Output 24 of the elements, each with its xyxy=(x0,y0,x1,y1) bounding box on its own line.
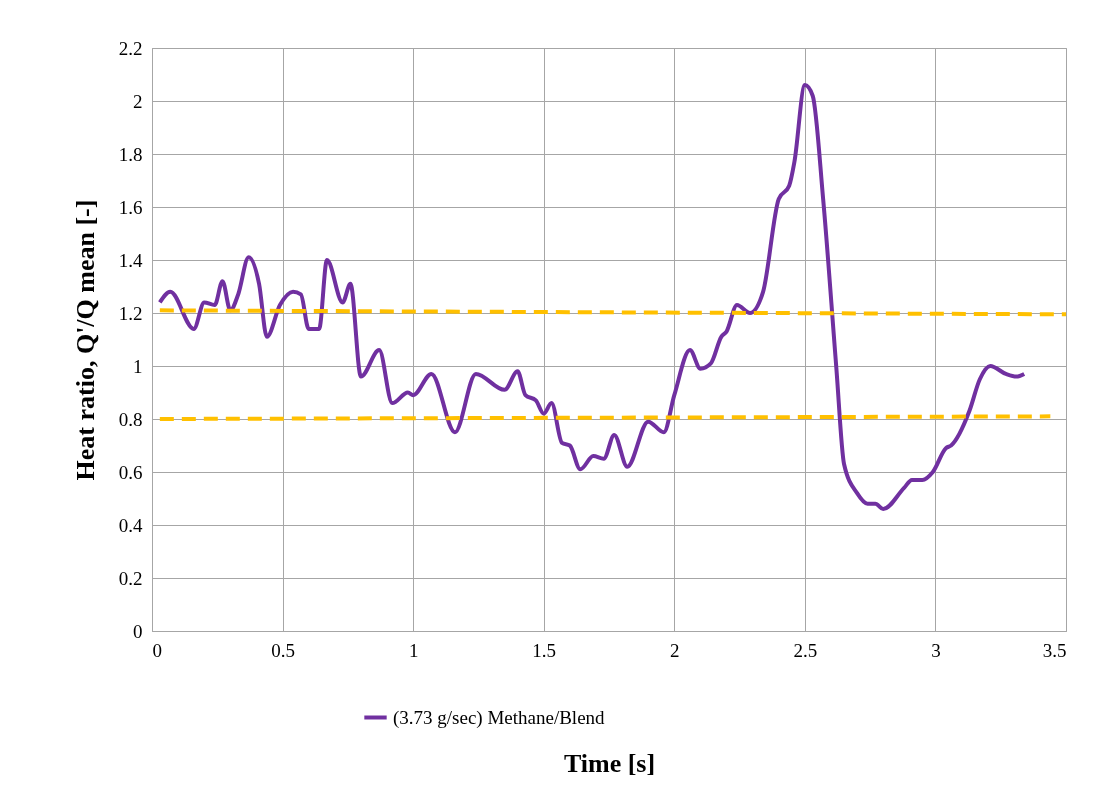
y-tick-label: 1.8 xyxy=(118,143,143,165)
x-tick-label: 3 xyxy=(931,639,941,661)
y-tick-label: 0.2 xyxy=(118,567,143,589)
y-tick-label: 1 xyxy=(133,355,143,377)
line-series xyxy=(157,83,1027,512)
y-tick-label: 0.6 xyxy=(118,461,143,483)
x-tick-label: 2.5 xyxy=(793,639,818,661)
y-axis-title: Heat ratio, Q'/Q mean [-] xyxy=(70,199,100,481)
y-tick-label: 1.4 xyxy=(118,249,143,271)
x-tick-label: 3.5 xyxy=(1042,639,1067,661)
x-tick-label: 2 xyxy=(670,639,680,661)
x-tick-label: 1 xyxy=(408,639,419,661)
y-tick-label: 2 xyxy=(133,90,143,112)
x-tick-label: 0 xyxy=(152,639,162,661)
legend-label: (3.73 g/sec) Methane/Blend xyxy=(393,706,606,729)
y-tick-label: 2.2 xyxy=(118,37,143,59)
y-tick-label: 0.4 xyxy=(118,514,143,536)
x-tick-label: 0.5 xyxy=(271,639,295,661)
x-tick-label: 1.5 xyxy=(532,639,557,661)
y-tick-label: 1.6 xyxy=(118,196,143,218)
y-tick-label: 0.8 xyxy=(118,408,143,430)
x-axis-title: Time [s] xyxy=(563,748,656,778)
y-tick-label: 0 xyxy=(133,620,143,642)
y-tick-label: 1.2 xyxy=(118,302,143,324)
